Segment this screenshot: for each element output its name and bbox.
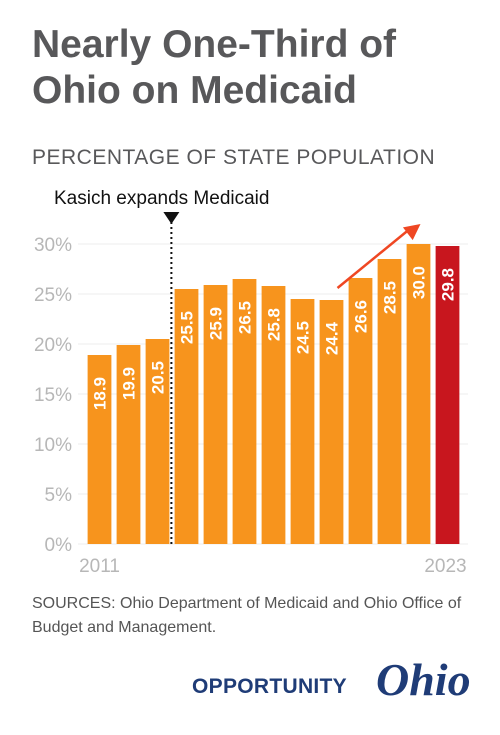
bar	[145, 339, 170, 544]
bar-value-label: 30.0	[410, 266, 429, 299]
bar-value-label: 18.9	[91, 377, 110, 410]
bar-value-label: 24.4	[323, 321, 342, 355]
bar-value-label: 25.8	[265, 308, 284, 341]
y-tick-label: 30%	[34, 235, 72, 256]
trend-arrow-head	[402, 224, 421, 241]
annotation-marker	[163, 212, 180, 224]
chart-subtitle: PERCENTAGE OF STATE POPULATION	[32, 146, 436, 169]
bar	[261, 286, 286, 544]
bar	[435, 246, 460, 544]
y-tick-label: 15%	[34, 385, 72, 406]
y-tick-label: 20%	[34, 335, 72, 356]
logo-wordmark: OPPORTUNITY	[192, 675, 347, 698]
x-tick-label: 2023	[424, 556, 466, 577]
bar-chart: 0% 5% 10% 15% 20% 25% 30% 18.9 19.9 20.5 25.5 25.9 2…	[34, 188, 468, 577]
chart-title: Nearly One-Third of Ohio on Medicaid	[32, 23, 397, 112]
bar-value-label: 29.8	[439, 268, 458, 301]
bar	[203, 285, 228, 544]
bar	[87, 355, 112, 544]
logo-script: Ohio	[376, 654, 471, 705]
bar	[290, 299, 315, 544]
bar	[116, 345, 141, 544]
x-tick-label: 2011	[79, 556, 120, 577]
y-tick-label: 5%	[45, 485, 73, 506]
bar	[348, 278, 373, 544]
bar	[232, 279, 257, 544]
bar-value-label: 28.5	[381, 281, 400, 314]
bar-value-label: 19.9	[120, 367, 139, 400]
bar-value-label: 20.5	[149, 361, 168, 394]
bar	[377, 259, 402, 544]
bar	[174, 289, 199, 544]
opportunity-ohio-logo: OPPORTUNITY Ohio	[190, 654, 480, 715]
y-tick-label: 25%	[34, 285, 72, 306]
y-tick-label: 0%	[45, 535, 73, 556]
bar-value-label: 24.5	[294, 321, 313, 354]
bar	[406, 244, 431, 544]
y-tick-label: 10%	[34, 435, 72, 456]
bar-value-label: 25.5	[178, 311, 197, 344]
bar-value-label: 25.9	[207, 307, 226, 340]
bar-value-label: 26.6	[352, 300, 371, 333]
sources-note: SOURCES: Ohio Department of Medicaid and…	[32, 595, 462, 636]
bar-value-label: 26.5	[236, 301, 255, 334]
trend-arrow-line	[336, 229, 410, 289]
annotation-text: Kasich expands Medicaid	[54, 188, 269, 209]
bar	[319, 300, 344, 544]
